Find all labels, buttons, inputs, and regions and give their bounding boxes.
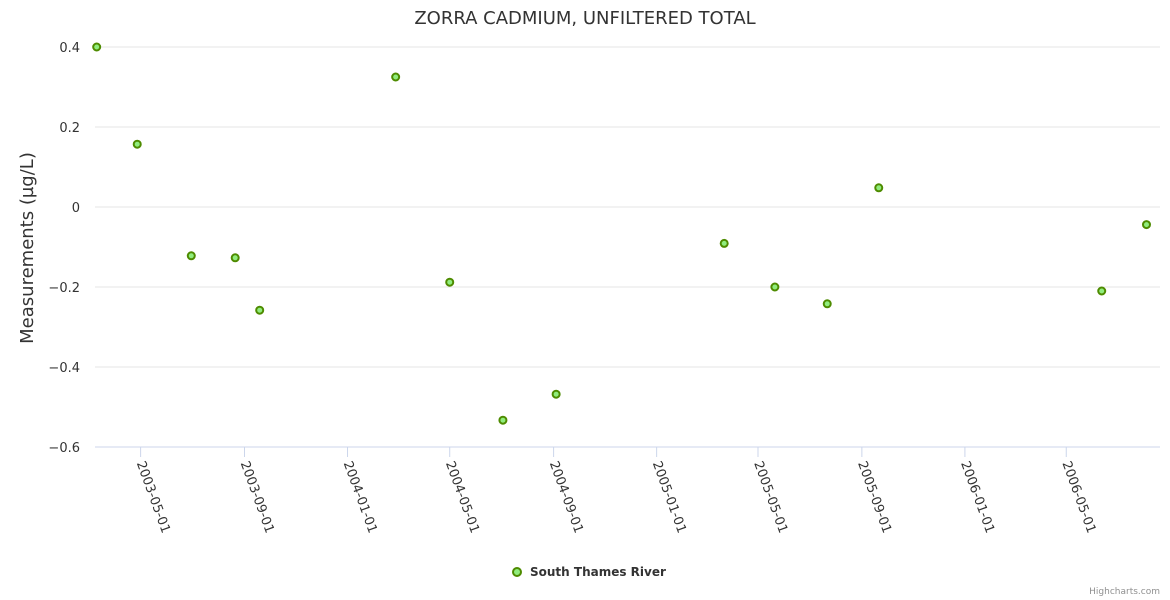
legend[interactable]: South Thames River [512,565,666,579]
credits-link[interactable]: Highcharts.com [1089,587,1160,597]
x-tick-label: 2006-05-01 [1058,459,1098,535]
data-point[interactable] [230,253,240,263]
x-tick-label: 2005-09-01 [854,459,894,535]
x-tick-label: 2004-01-01 [340,459,380,535]
y-axis-ticks: 0.4 0.2 0 −0.2 −0.4 −0.6 [48,41,80,456]
x-axis-ticks: 2003-05-01 2003-09-01 2004-01-01 2004-05-01… [133,447,1098,535]
x-tick-label: 2004-05-01 [442,459,482,535]
data-point[interactable] [255,305,265,315]
y-axis-label: Measurements (µg/L) [17,152,38,344]
data-point[interactable] [874,183,884,193]
data-point[interactable] [719,238,729,248]
data-point[interactable] [186,251,196,261]
y-tick-label: 0.4 [59,41,80,56]
legend-label[interactable]: South Thames River [530,565,666,579]
x-tick-label: 2004-09-01 [546,459,586,535]
data-point[interactable] [1141,220,1151,230]
grid-lines [95,46,1160,368]
x-tick-label: 2005-05-01 [750,459,790,535]
y-tick-label: −0.6 [48,441,80,456]
data-point[interactable] [498,415,508,425]
y-tick-label: −0.4 [48,361,80,376]
y-tick-label: 0.2 [59,121,80,136]
data-point[interactable] [1097,286,1107,296]
legend-marker[interactable] [512,567,522,577]
data-point[interactable] [445,277,455,287]
data-point[interactable] [391,72,401,82]
x-tick-label: 2003-09-01 [237,459,277,535]
data-point[interactable] [822,299,832,309]
x-tick-label: 2003-05-01 [133,459,173,535]
x-tick-label: 2005-01-01 [649,459,689,535]
data-points [92,42,1151,425]
chart-title: ZORRA CADMIUM, UNFILTERED TOTAL [414,8,755,29]
y-tick-label: 0 [72,201,80,216]
x-tick-label: 2006-01-01 [957,459,997,535]
data-point[interactable] [770,282,780,292]
data-point[interactable] [132,139,142,149]
y-tick-label: −0.2 [48,281,80,296]
data-point[interactable] [92,42,102,52]
data-point[interactable] [551,389,561,399]
